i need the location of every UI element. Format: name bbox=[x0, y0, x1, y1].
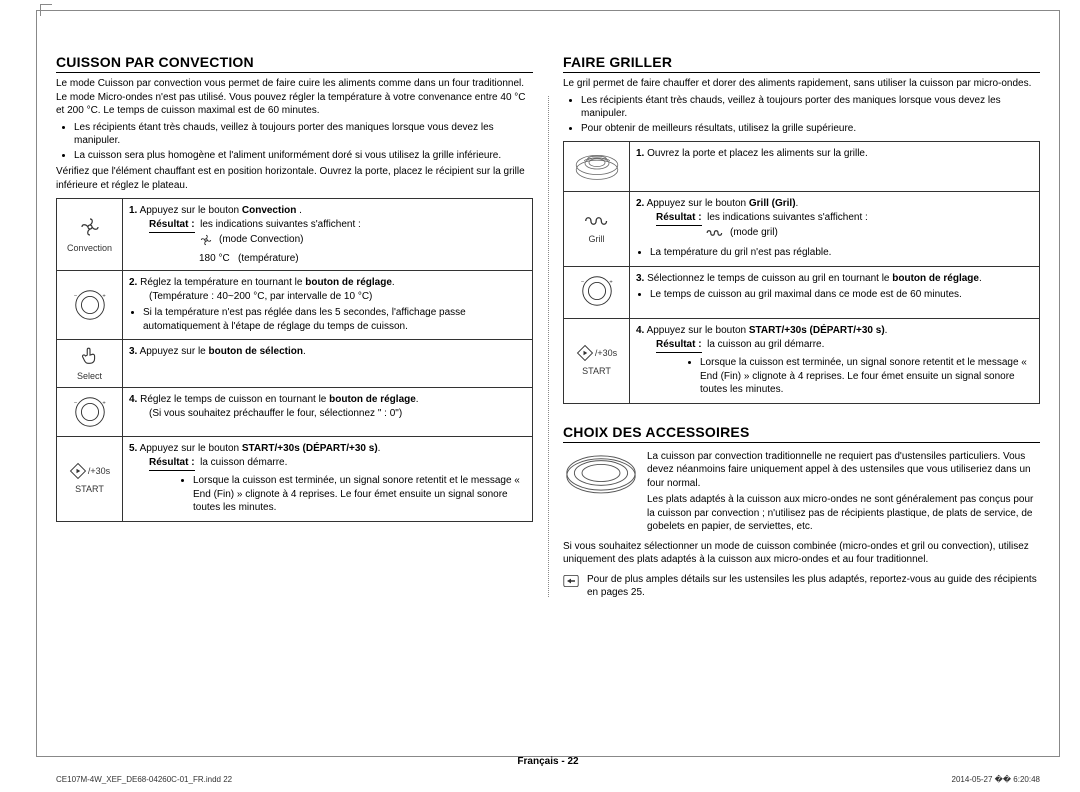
convection-steps-table: Convection 1. Appuyez sur le bouton Conv… bbox=[56, 198, 533, 522]
meta-timestamp: 2014-05-27 �� 6:20:48 bbox=[952, 775, 1040, 784]
svg-text:+: + bbox=[609, 279, 613, 285]
plate-illustration bbox=[563, 447, 639, 537]
list-item: Les récipients étant très chauds, veille… bbox=[581, 94, 1040, 121]
section-heading-accessories: CHOIX DES ACCESSOIRES bbox=[563, 424, 1040, 443]
grill-intro: Le gril permet de faire chauffer et dore… bbox=[563, 77, 1040, 91]
oven-rack-icon bbox=[573, 147, 621, 183]
step-1: 1. Appuyez sur le bouton Convection . Ré… bbox=[123, 199, 533, 271]
grill-step-4: 4. Appuyez sur le bouton START/+30s (DÉP… bbox=[630, 319, 1040, 404]
section-heading-grill: FAIRE GRILLER bbox=[563, 54, 1040, 73]
svg-text:+: + bbox=[102, 401, 106, 407]
print-meta: CE107M-4W_XEF_DE68-04260C-01_FR.indd 22 … bbox=[56, 775, 1040, 784]
list-item: La cuisson sera plus homogène et l'alime… bbox=[74, 149, 533, 163]
right-column: FAIRE GRILLER Le gril permet de faire ch… bbox=[563, 34, 1040, 600]
hand-icon bbox=[79, 345, 101, 367]
page-footer: Français - 22 bbox=[56, 756, 1040, 767]
icon-label: Grill bbox=[589, 233, 605, 245]
meta-filename: CE107M-4W_XEF_DE68-04260C-01_FR.indd 22 bbox=[56, 775, 232, 784]
list-item: Les récipients étant très chauds, veille… bbox=[74, 121, 533, 148]
icon-label: Convection bbox=[67, 242, 112, 254]
grill-icon bbox=[584, 212, 610, 230]
icon-cell-convection: Convection bbox=[57, 199, 123, 271]
icon-label: START bbox=[582, 365, 611, 377]
icon-cell-dial1: −+ bbox=[57, 271, 123, 340]
icon-cell-select: Select bbox=[57, 340, 123, 388]
icon-label: Select bbox=[77, 370, 102, 382]
dial-icon: −+ bbox=[578, 272, 616, 310]
fan-small-icon bbox=[199, 233, 213, 247]
icon-cell-dial2: −+ bbox=[57, 388, 123, 437]
acc-paragraph: La cuisson par convection traditionnelle… bbox=[647, 450, 1040, 491]
grill-bullets: Les récipients étant très chauds, veille… bbox=[563, 94, 1040, 136]
column-divider bbox=[548, 96, 549, 597]
convection-post: Vérifiez que l'élément chauffant est en … bbox=[56, 165, 533, 192]
step-2: 2. Réglez la température en tournant le … bbox=[123, 271, 533, 340]
icon-cell-grill: Grill bbox=[564, 192, 630, 267]
step-5: 5. Appuyez sur le bouton START/+30s (DÉP… bbox=[123, 437, 533, 522]
grill-step-1: 1. Ouvrez la porte et placez les aliment… bbox=[630, 142, 1040, 192]
diamond-play-icon bbox=[69, 462, 87, 480]
content-area: CUISSON PAR CONVECTION Le mode Cuisson p… bbox=[56, 34, 1040, 737]
icon-cell-start: /+30s START bbox=[57, 437, 123, 522]
diamond-play-icon bbox=[576, 344, 594, 362]
grill-step-2: 2. Appuyez sur le bouton Grill (Gril). R… bbox=[630, 192, 1040, 267]
convection-intro: Le mode Cuisson par convection vous perm… bbox=[56, 77, 533, 118]
step-4: 4. Réglez le temps de cuisson en tournan… bbox=[123, 388, 533, 437]
step-3: 3. Appuyez sur le bouton de sélection. bbox=[123, 340, 533, 388]
note-row: Pour de plus amples détails sur les uste… bbox=[563, 573, 1040, 600]
grill-step-3: 3. Sélectionnez le temps de cuisson au g… bbox=[630, 266, 1040, 318]
left-column: CUISSON PAR CONVECTION Le mode Cuisson p… bbox=[56, 34, 533, 600]
dial-icon: −+ bbox=[71, 393, 109, 431]
section-heading-convection: CUISSON PAR CONVECTION bbox=[56, 54, 533, 73]
list-item: Pour obtenir de meilleurs résultats, uti… bbox=[581, 122, 1040, 136]
icon-cell-start2: /+30s START bbox=[564, 319, 630, 404]
grill-steps-table: 1. Ouvrez la porte et placez les aliment… bbox=[563, 141, 1040, 404]
note-text: Pour de plus amples détails sur les uste… bbox=[587, 573, 1040, 600]
acc-paragraph: Si vous souhaitez sélectionner un mode d… bbox=[563, 540, 1040, 567]
plate-icon bbox=[563, 447, 639, 499]
dial-icon: −+ bbox=[71, 286, 109, 324]
icon-cell-rack bbox=[564, 142, 630, 192]
note-hand-icon bbox=[563, 574, 579, 588]
icon-label: START bbox=[75, 483, 104, 495]
grill-small-icon bbox=[706, 227, 724, 239]
svg-text:+: + bbox=[102, 293, 106, 299]
fan-icon bbox=[78, 215, 102, 239]
accessory-row: La cuisson par convection traditionnelle… bbox=[563, 447, 1040, 537]
acc-paragraph: Les plats adaptés à la cuisson aux micro… bbox=[647, 493, 1040, 534]
icon-cell-dial3: −+ bbox=[564, 266, 630, 318]
convection-bullets: Les récipients étant très chauds, veille… bbox=[56, 121, 533, 163]
